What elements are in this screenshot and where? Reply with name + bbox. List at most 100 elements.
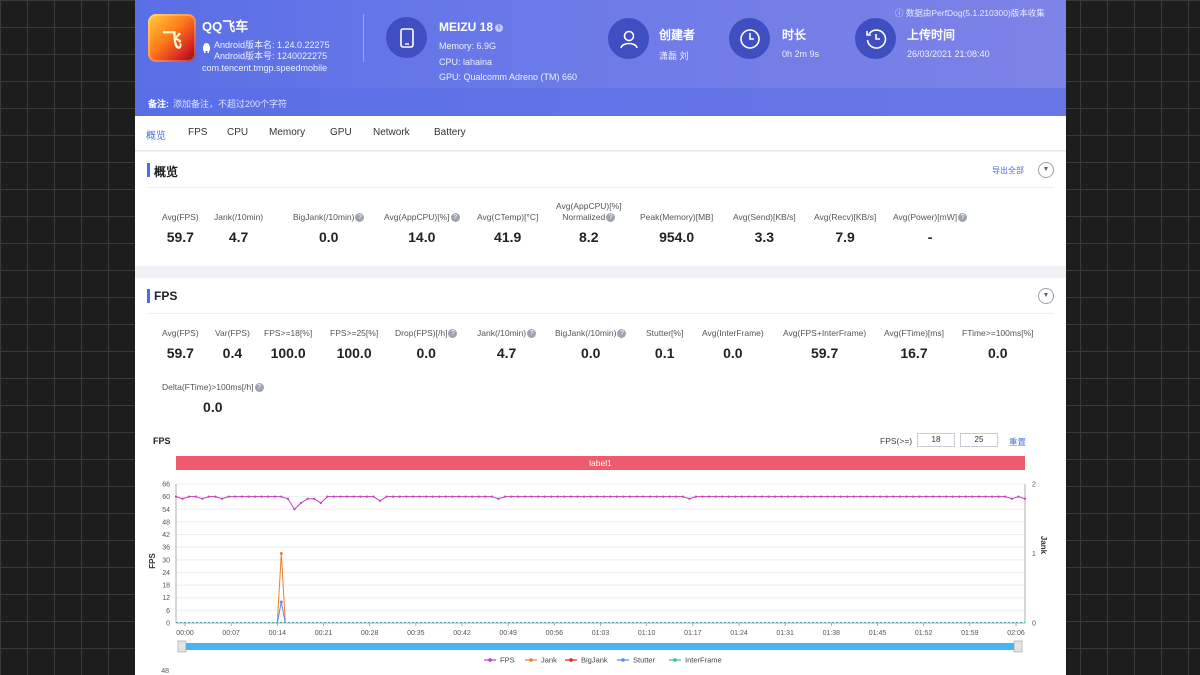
series-point-fps <box>530 495 533 498</box>
device-info-icon[interactable]: i <box>495 23 504 32</box>
fps-collapse-button[interactable]: ▼ <box>1038 288 1054 304</box>
series-point-fps <box>879 495 882 498</box>
tab-network[interactable]: Network <box>373 127 410 138</box>
series-point-fps <box>852 495 855 498</box>
series-point-fps <box>451 495 454 498</box>
series-point-fps <box>905 495 908 498</box>
label-band[interactable]: label1 <box>176 456 1025 470</box>
y2-tick-label: 2 <box>1032 482 1036 489</box>
series-point-fps <box>523 495 526 498</box>
stat-value: 954.0 <box>659 229 695 245</box>
range-slider-track[interactable] <box>182 643 1019 650</box>
creator-value: 潇磊 刘 <box>659 51 689 61</box>
stat-label: Avg(FPS) <box>162 212 199 222</box>
series-point-fps <box>707 495 711 498</box>
series-point-fps <box>431 495 434 498</box>
series-point-fps <box>267 495 270 498</box>
help-icon[interactable]: ? <box>448 329 458 339</box>
series-point-fps <box>365 495 368 498</box>
stat-value: 100.0 <box>336 345 372 361</box>
overview-section: 概览 导出全部 ▼ Avg(FPS) 59.7 Jank(/10min) 4.7… <box>135 152 1066 266</box>
help-icon[interactable]: ? <box>254 383 264 393</box>
fps-threshold-input-2[interactable]: 25 <box>960 433 998 447</box>
stat-value: 100.0 <box>270 345 306 361</box>
fps-section-title: FPS <box>154 289 178 303</box>
tab-battery[interactable]: Battery <box>434 127 466 138</box>
history-icon <box>855 18 896 59</box>
series-point-fps <box>582 495 586 498</box>
series-point-fps <box>392 495 395 498</box>
x-tick-label: 00:28 <box>361 630 379 637</box>
stat-value: 59.7 <box>166 229 194 245</box>
series-point-fps <box>944 495 948 498</box>
help-icon[interactable]: ? <box>527 329 537 339</box>
fps-stat-stutter: Stutter[%] 0.1 <box>646 328 683 361</box>
series-point-fps <box>220 497 224 500</box>
range-slider-right-handle[interactable] <box>1013 640 1023 653</box>
stat-label-row: Normalized? <box>556 212 622 223</box>
series-line-fps <box>175 496 1026 511</box>
export-all-link[interactable]: 导出全部 <box>992 166 1024 175</box>
tab-fps[interactable]: FPS <box>188 127 208 138</box>
fps-stat-ftime-100: FTime>=100ms[%] 0.0 <box>962 328 1034 361</box>
help-icon[interactable]: ? <box>606 213 616 223</box>
x-tick-label: 01:59 <box>961 630 979 637</box>
y-tick-label: 24 <box>162 570 170 577</box>
series-point-fps <box>398 495 401 498</box>
y-tick-label: 66 <box>162 482 170 489</box>
stat-value: 4.7 <box>228 229 249 245</box>
series-point-fps <box>602 495 605 498</box>
x-tick-label: 01:45 <box>869 630 887 637</box>
series-point-fps <box>464 495 467 498</box>
series-point-fps <box>773 495 777 498</box>
stat-value: 0.4 <box>222 345 243 361</box>
tab-gpu[interactable]: GPU <box>330 127 352 138</box>
series-point-fps <box>754 495 757 498</box>
tab-memory[interactable]: Memory <box>269 127 306 138</box>
x-tick-label: 02:06 <box>1007 630 1025 637</box>
overview-title: 概览 <box>154 165 179 179</box>
y-axis-label: FPS <box>148 553 157 569</box>
tab-cpu[interactable]: CPU <box>227 127 249 138</box>
series-point-fps <box>839 495 842 498</box>
duration-value: 0h 2m 9s <box>782 49 820 59</box>
note-bar[interactable]: 备注: 添加备注，不超过200个字符 <box>135 88 1066 116</box>
help-icon[interactable]: ? <box>617 329 627 339</box>
series-point-fps <box>293 508 296 511</box>
x-tick-label: 00:14 <box>269 630 287 637</box>
legend-label-bigjank: BigJank <box>581 656 608 665</box>
reset-button[interactable]: 重置 <box>1009 437 1027 447</box>
series-point-fps <box>721 495 724 498</box>
help-icon[interactable]: ? <box>958 213 968 223</box>
stat-label: Avg(AppCPU)[%] <box>384 212 450 222</box>
stat-value: 0.0 <box>203 399 223 415</box>
note-input[interactable]: 添加备注，不超过200个字符 <box>173 99 288 109</box>
series-point-fps <box>767 495 770 498</box>
overview-collapse-button[interactable]: ▼ <box>1038 162 1054 178</box>
clock-icon <box>729 18 770 59</box>
series-point-fps <box>990 495 994 498</box>
series-point-fps <box>688 497 691 500</box>
stat-label: Drop(FPS)[/h] <box>395 328 448 338</box>
fps-stat-var: Var(FPS) 0.4 <box>215 328 250 361</box>
series-point-fps <box>734 495 737 498</box>
range-slider-left-handle[interactable] <box>177 640 187 653</box>
x-tick-label: 00:21 <box>315 630 333 637</box>
series-point-fps <box>194 495 197 498</box>
stat-value: 0.0 <box>416 345 436 361</box>
stat-app-cpu: Avg(AppCPU)[%]? 14.0 <box>384 212 460 245</box>
tab-overview[interactable]: 概览 <box>146 131 166 142</box>
device-cpu: CPU: lahaina <box>439 57 493 67</box>
series-point-fps <box>629 495 632 498</box>
stat-label: Jank(/10min) <box>477 328 527 338</box>
series-point-fps <box>510 495 513 498</box>
help-icon[interactable]: ? <box>355 213 365 223</box>
series-point-fps <box>951 495 954 498</box>
fps-threshold-input-1[interactable]: 18 <box>917 433 955 447</box>
help-icon[interactable]: ? <box>450 213 460 223</box>
stat-value: 0.1 <box>654 345 675 361</box>
series-point-fps <box>938 495 941 498</box>
app-version-name: Android版本名: 1.24.0.22275 <box>214 40 330 50</box>
